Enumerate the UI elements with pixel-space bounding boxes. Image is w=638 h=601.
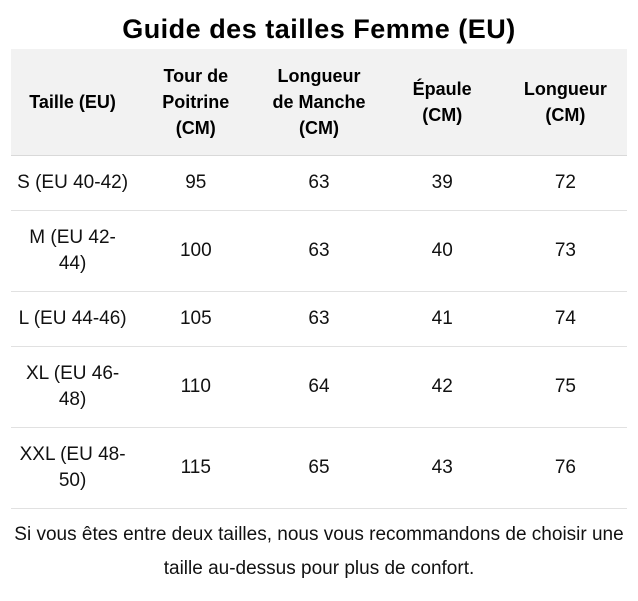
cell-chest: 100 [179,240,212,261]
table-row: L (EU 44-46) 105 63 41 74 [11,292,627,347]
cell-size: S (EU 40-42) [17,172,129,193]
cell-sleeve: 63 [308,172,330,193]
column-header-length: Longueur (CM) [523,79,607,125]
column-header-size: Taille (EU) [29,92,116,112]
cell-chest: 105 [179,308,212,329]
table-row: M (EU 42- 44) 100 63 40 73 [11,211,627,292]
cell-sleeve: 64 [308,376,330,397]
column-header-sleeve: Longueur de Manche (CM) [272,66,366,138]
cell-chest: 115 [180,457,211,478]
cell-chest: 110 [180,376,211,397]
cell-size: XL (EU 46- 48) [25,363,120,410]
cell-sleeve: 65 [308,457,330,478]
cell-length: 72 [554,172,576,193]
cell-shoulder: 41 [431,308,453,329]
cell-sleeve: 63 [308,240,330,261]
table-row: XL (EU 46- 48) 110 64 42 75 [11,347,627,428]
cell-chest: 95 [185,172,207,193]
size-table: Taille (EU) Tour de Poitrine (CM) Longue… [11,49,627,509]
table-row: S (EU 40-42) 95 63 39 72 [11,156,627,211]
cell-length: 76 [554,457,576,478]
cell-length: 74 [554,308,576,329]
column-header-shoulder: Épaule (CM) [412,79,472,125]
cell-size: XXL (EU 48- 50) [19,444,126,491]
cell-length: 73 [554,240,576,261]
page-title: Guide des tailles Femme (EU) [122,14,516,44]
cell-length: 75 [554,376,576,397]
cell-sleeve: 63 [308,308,330,329]
cell-size: M (EU 42- 44) [29,227,116,274]
cell-size: L (EU 44-46) [18,308,127,329]
cell-shoulder: 40 [431,240,453,261]
column-header-chest: Tour de Poitrine (CM) [162,66,230,138]
cell-shoulder: 39 [431,172,453,193]
sizing-note: Si vous êtes entre deux tailles, nous vo… [14,524,624,579]
table-header-row: Taille (EU) Tour de Poitrine (CM) Longue… [11,49,627,156]
table-row: XXL (EU 48- 50) 115 65 43 76 [11,428,627,509]
cell-shoulder: 42 [431,376,453,397]
cell-shoulder: 43 [431,457,453,478]
